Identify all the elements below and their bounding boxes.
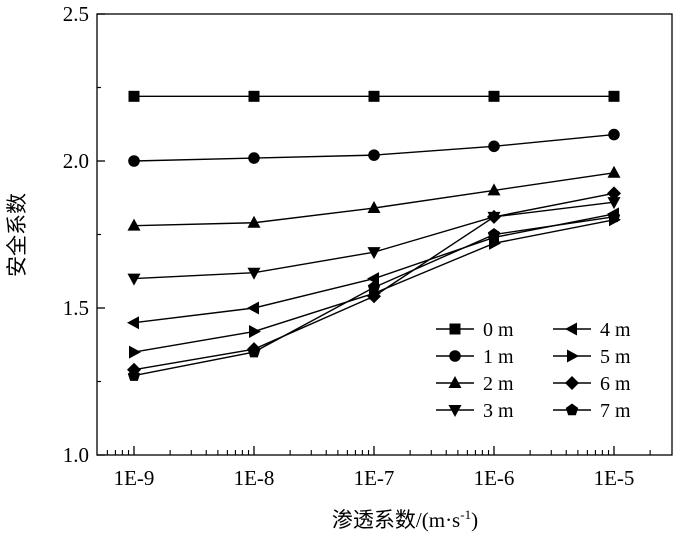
legend-label: 7 m <box>600 400 631 422</box>
data-point <box>248 90 260 102</box>
series-0 <box>128 90 620 102</box>
data-point <box>487 209 501 224</box>
data-point <box>608 128 620 141</box>
legend-item: 1 m <box>436 346 514 368</box>
data-point <box>488 140 500 153</box>
y-axis-label: 安全系数 <box>5 193 29 277</box>
data-point <box>608 90 620 102</box>
legend-label: 5 m <box>600 346 631 368</box>
x-tick-label: 1E-7 <box>354 466 395 490</box>
legend-marker <box>449 323 461 335</box>
legend-label: 4 m <box>600 319 631 341</box>
legend-label: 0 m <box>483 319 514 341</box>
data-point <box>127 316 139 330</box>
data-point <box>488 90 500 102</box>
data-point <box>607 210 621 223</box>
data-point <box>127 273 141 286</box>
legend-marker <box>565 376 579 390</box>
x-tick-label: 1E-5 <box>594 466 635 490</box>
axes: 1.0 1.5 2.0 2.5 1E-9 1E-8 1E-7 1E-6 1E-5 <box>63 2 673 490</box>
legend-item: 0 m <box>436 319 514 341</box>
data-point <box>247 345 261 358</box>
x-axis-label: 渗透系数/(m·s-1) <box>332 507 478 532</box>
legend-item: 6 m <box>553 373 631 395</box>
plot-frame <box>96 13 673 456</box>
data-point <box>487 228 501 240</box>
y-tick-label: 1.0 <box>63 443 89 467</box>
y-tick-label: 1.5 <box>63 296 89 320</box>
legend-marker <box>565 322 577 336</box>
series-7 <box>127 210 621 381</box>
legend-item: 2 m <box>436 373 514 395</box>
legend-marker <box>448 376 462 388</box>
data-point <box>368 149 380 161</box>
data-point <box>247 267 261 280</box>
data-point <box>248 152 260 164</box>
series-line <box>133 213 615 324</box>
series-2 <box>127 165 621 231</box>
legend-marker <box>567 349 579 363</box>
data-point <box>129 345 141 359</box>
data-point <box>249 325 261 339</box>
x-tick-label: 1E-6 <box>474 466 515 490</box>
legend-item: 3 m <box>436 400 514 422</box>
legend: 0 m 1 m 2 m 3 m 4 m 5 m 6 m 7 m <box>436 319 631 422</box>
series-4 <box>127 207 619 330</box>
data-point <box>487 183 501 196</box>
legend-label: 1 m <box>483 346 514 368</box>
data-point <box>128 155 140 167</box>
data-point <box>368 90 380 102</box>
y-tick-label: 2.5 <box>63 2 89 26</box>
data-point <box>607 186 621 201</box>
data-point <box>607 197 621 210</box>
data-point <box>128 90 140 102</box>
data-point <box>607 165 621 178</box>
legend-label: 6 m <box>600 373 631 395</box>
legend-label: 3 m <box>483 400 514 422</box>
series-1 <box>128 128 620 167</box>
data-point <box>247 301 259 315</box>
data-point <box>367 272 379 286</box>
data-point <box>367 280 381 293</box>
x-tick-label: 1E-9 <box>114 466 155 490</box>
data-point <box>367 247 381 260</box>
x-tick-label: 1E-8 <box>234 466 275 490</box>
series-line <box>133 172 615 227</box>
legend-item: 5 m <box>553 346 631 368</box>
data-point <box>367 201 381 214</box>
legend-item: 7 m <box>553 400 631 422</box>
data-point <box>127 369 141 381</box>
data-point <box>247 215 261 228</box>
data-point <box>127 218 141 231</box>
legend-marker <box>565 403 579 416</box>
data-point <box>367 289 381 304</box>
data-point <box>489 236 501 250</box>
legend-item: 4 m <box>553 319 631 341</box>
series-layer <box>127 90 621 381</box>
series-line <box>133 201 615 280</box>
legend-label: 2 m <box>483 373 514 395</box>
legend-marker <box>448 405 462 417</box>
legend-marker <box>449 350 461 362</box>
y-tick-label: 2.0 <box>63 149 89 173</box>
